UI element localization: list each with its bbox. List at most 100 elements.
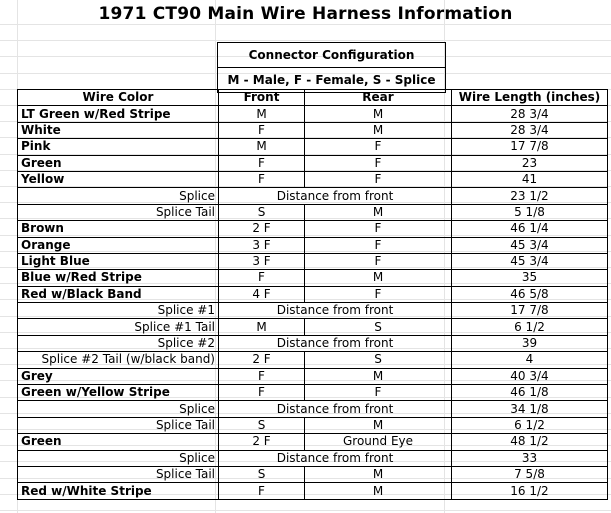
rear-connector-cell: F (304, 170, 452, 189)
wire-row: Grey F M 40 3/4 (17, 367, 608, 386)
rear-connector-cell: F (304, 138, 452, 156)
wire-color-cell: Splice #1 (17, 302, 219, 320)
front-connector-cell: F (218, 170, 305, 189)
rear-connector-cell: F (304, 252, 452, 271)
wire-length-cell: 28 3/4 (451, 105, 608, 123)
wire-color-cell: Splice #2 Tail (w/black band) (17, 351, 219, 369)
rear-connector-cell: F (304, 236, 452, 254)
gridline (0, 73, 611, 74)
splice-tail-row: Splice #1 Tail M S 6 1/2 (17, 318, 608, 336)
rear-connector-cell: M (304, 482, 452, 500)
wire-color-cell: Splice (17, 400, 219, 418)
gridline (0, 510, 611, 511)
rear-connector-cell: M (304, 105, 452, 123)
front-connector-cell: F (218, 384, 305, 402)
rear-connector-cell: F (304, 285, 452, 304)
wire-length-cell: 17 7/8 (451, 302, 608, 320)
rear-connector-cell: F (304, 384, 452, 402)
wire-color-cell: Yellow (17, 170, 219, 189)
wire-row: Blue w/Red Stripe F M 35 (17, 269, 608, 287)
wire-color-cell: Light Blue (17, 252, 219, 271)
wire-row: Red w/Black Band 4 F F 46 5/8 (17, 285, 608, 304)
wire-length-cell: 16 1/2 (451, 482, 608, 500)
wire-color-cell: Pink (17, 138, 219, 156)
wire-color-cell: White (17, 121, 219, 140)
splice-row: Splice Distance from front 34 1/8 (17, 400, 608, 418)
rear-connector-cell: S (304, 351, 452, 369)
rear-connector-cell: Ground Eye (304, 433, 452, 451)
rear-connector-cell: S (304, 318, 452, 336)
wire-row: Orange 3 F F 45 3/4 (17, 236, 608, 254)
header-wire-color: Wire Color (17, 88, 219, 107)
wire-length-cell: 46 5/8 (451, 285, 608, 304)
wire-row: LT Green w/Red Stripe M M 28 3/4 (17, 105, 608, 123)
gridline (0, 56, 611, 57)
front-connector-cell: F (218, 269, 305, 287)
splice-tail-row: Splice Tail S M 6 1/2 (17, 416, 608, 435)
wire-harness-table: Wire Color Front Rear Wire Length (inche… (17, 88, 608, 500)
front-connector-cell: M (218, 105, 305, 123)
front-connector-cell: S (218, 416, 305, 435)
wire-length-cell: 4 (451, 351, 608, 369)
gridline (0, 40, 611, 41)
table-header-row: Wire Color Front Rear Wire Length (inche… (17, 88, 608, 107)
wire-length-cell: 5 1/8 (451, 203, 608, 222)
wire-length-cell: 33 (451, 449, 608, 467)
splice-row: Splice #2 Distance from front 39 (17, 334, 608, 353)
wire-length-cell: 45 3/4 (451, 252, 608, 271)
wire-color-cell: Splice #1 Tail (17, 318, 219, 336)
connector-legend: M - Male, F - Female, S - Splice (227, 73, 436, 87)
wire-color-cell: Red w/Black Band (17, 285, 219, 304)
wire-row: Light Blue 3 F F 45 3/4 (17, 252, 608, 271)
wire-row: Red w/White Stripe F M 16 1/2 (17, 482, 608, 500)
wire-row: Brown 2 F F 46 1/4 (17, 220, 608, 238)
wire-length-cell: 34 1/8 (451, 400, 608, 418)
splice-tail-row: Splice Tail S M 5 1/8 (17, 203, 608, 222)
rear-connector-cell: F (304, 154, 452, 172)
wire-length-cell: 39 (451, 334, 608, 353)
page-title: 1971 CT90 Main Wire Harness Information (98, 4, 513, 24)
wire-length-cell: 45 3/4 (451, 236, 608, 254)
wire-color-cell: Splice (17, 449, 219, 467)
wire-length-cell: 41 (451, 170, 608, 189)
wire-color-cell: Splice #2 (17, 334, 219, 353)
wire-row: White F M 28 3/4 (17, 121, 608, 140)
rear-connector-cell: M (304, 416, 452, 435)
wire-row: Green 2 F Ground Eye 48 1/2 (17, 433, 608, 451)
wire-length-cell: 48 1/2 (451, 433, 608, 451)
wire-length-cell: 35 (451, 269, 608, 287)
connector-configuration-box: Connector Configuration M - Male, F - Fe… (217, 42, 446, 93)
header-front: Front (218, 88, 305, 107)
rear-connector-cell: M (304, 269, 452, 287)
wire-color-cell: Splice Tail (17, 465, 219, 484)
front-connector-cell: F (218, 121, 305, 140)
splice-row: Splice #1 Distance from front 17 7/8 (17, 302, 608, 320)
distance-note-cell: Distance from front (218, 400, 452, 418)
front-connector-cell: F (218, 367, 305, 386)
wire-color-cell: Green (17, 433, 219, 451)
front-connector-cell: 2 F (218, 351, 305, 369)
wire-color-cell: Splice (17, 187, 219, 205)
wire-length-cell: 40 3/4 (451, 367, 608, 386)
wire-color-cell: Red w/White Stripe (17, 482, 219, 500)
wire-color-cell: Green (17, 154, 219, 172)
header-wire-length: Wire Length (inches) (451, 88, 608, 107)
wire-length-cell: 46 1/4 (451, 220, 608, 238)
splice-tail-row: Splice Tail S M 7 5/8 (17, 465, 608, 484)
rear-connector-cell: F (304, 220, 452, 238)
wire-row: Green F F 23 (17, 154, 608, 172)
wire-row: Green w/Yellow Stripe F F 46 1/8 (17, 384, 608, 402)
front-connector-cell: 4 F (218, 285, 305, 304)
front-connector-cell: F (218, 482, 305, 500)
distance-note-cell: Distance from front (218, 334, 452, 353)
rear-connector-cell: M (304, 203, 452, 222)
front-connector-cell: 2 F (218, 220, 305, 238)
wire-color-cell: Brown (17, 220, 219, 238)
front-connector-cell: S (218, 465, 305, 484)
rear-connector-cell: M (304, 367, 452, 386)
front-connector-cell: F (218, 154, 305, 172)
distance-note-cell: Distance from front (218, 302, 452, 320)
wire-row: Pink M F 17 7/8 (17, 138, 608, 156)
connector-configuration-heading: Connector Configuration (218, 43, 445, 68)
